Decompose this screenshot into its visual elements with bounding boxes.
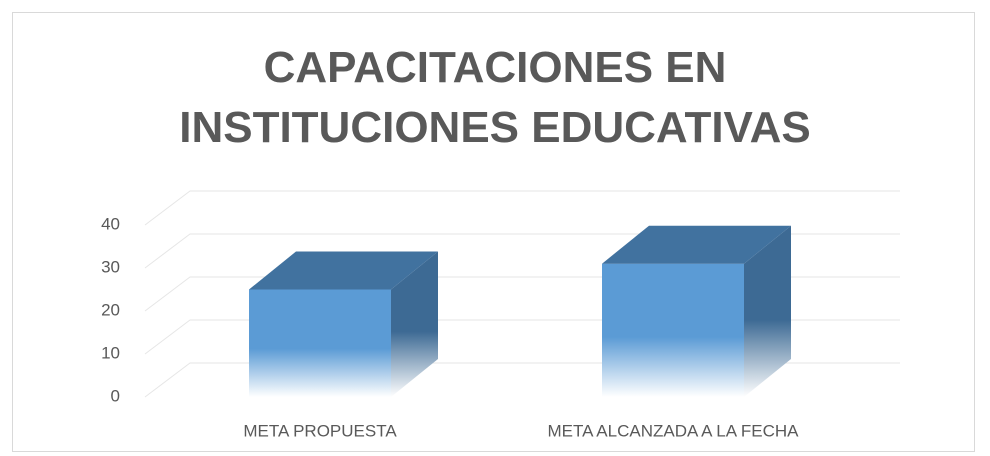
bar-side bbox=[391, 251, 438, 397]
chart-title: CAPACITACIONES EN INSTITUCIONES EDUCATIV… bbox=[179, 43, 811, 152]
bar-top bbox=[602, 225, 791, 264]
grid-line bbox=[144, 190, 900, 226]
bar-top bbox=[249, 251, 438, 290]
x-tick-label: META PROPUESTA bbox=[243, 421, 397, 440]
chart-border bbox=[12, 12, 975, 452]
y-tick-label: 30 bbox=[101, 257, 120, 276]
y-tick-label: 40 bbox=[101, 214, 120, 233]
bar bbox=[249, 289, 391, 397]
y-tick-label: 20 bbox=[101, 300, 120, 319]
y-tick-label: 0 bbox=[111, 386, 120, 405]
x-tick-label: META ALCANZADA A LA FECHA bbox=[548, 421, 800, 440]
bar bbox=[602, 263, 744, 397]
y-tick-label: 10 bbox=[101, 343, 120, 362]
bar-side bbox=[744, 225, 791, 397]
